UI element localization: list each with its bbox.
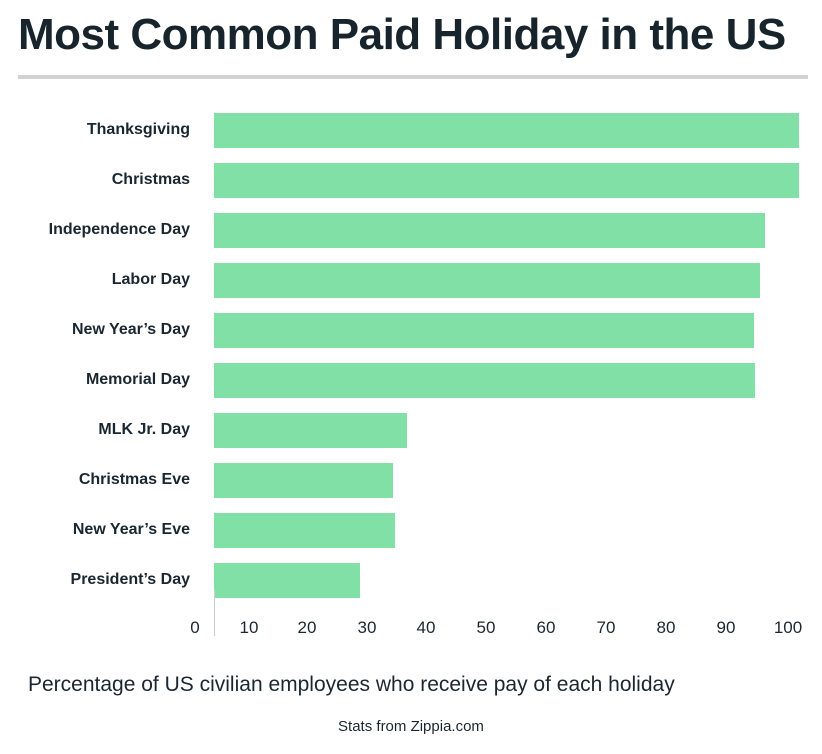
bar [214,413,407,448]
x-tick-label: 0 [190,618,200,637]
category-label: Christmas Eve [78,471,190,488]
category-label: New Year’s Day [71,321,190,338]
x-tick-label: 30 [357,618,377,637]
x-tick-label: 20 [297,618,317,637]
category-label: New Year’s Eve [72,521,190,538]
category-label: Thanksgiving [86,121,190,138]
category-label: President’s Day [70,571,190,588]
y-axis-line [214,590,215,636]
x-tick-label: 100 [773,618,803,637]
category-label: Memorial Day [85,371,190,388]
x-tick-label: 70 [596,618,616,637]
x-tick-label: 80 [656,618,676,637]
source-credit: Stats from Zippia.com [338,718,484,735]
title-divider [18,75,808,79]
category-label: MLK Jr. Day [98,421,190,438]
chart-title: Most Common Paid Holiday in the US [18,10,786,59]
category-label: Christmas [111,171,190,188]
bar [214,363,755,398]
bar [214,263,760,298]
x-tick-label: 60 [536,618,556,637]
x-tick-label: 50 [476,618,496,637]
category-label: Labor Day [111,271,190,288]
bar [214,563,360,598]
x-tick-label: 40 [416,618,436,637]
bar [214,213,765,248]
category-label: Independence Day [48,221,190,238]
bar [214,313,754,348]
bar [214,113,799,148]
bar [214,463,393,498]
x-axis-label: Percentage of US civilian employees who … [28,673,675,696]
x-tick-label: 10 [239,618,259,637]
bar [214,513,395,548]
x-tick-label: 90 [716,618,736,637]
bar [214,163,799,198]
